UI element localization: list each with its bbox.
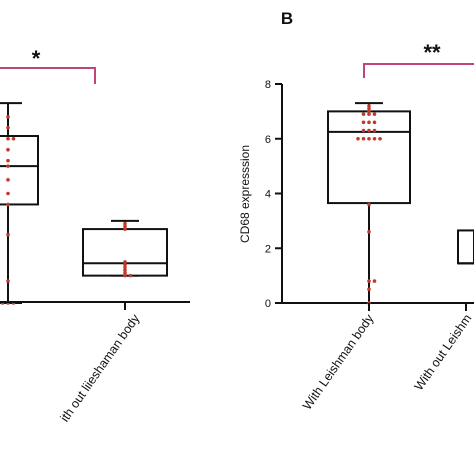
panel-a-category-label-2: ith out liieshaman body: [58, 311, 143, 424]
panel-a-box-1-point: [6, 202, 10, 207]
panel-a-significance: *: [32, 46, 41, 71]
panel-a-box-2-point: [123, 262, 127, 267]
panel-b-y-tick-label: 0: [265, 298, 271, 310]
panel-a-box-1-point: [11, 136, 16, 141]
panel-b-box-1-point: [367, 202, 371, 207]
panel-b-box-1-iqr: [327, 110, 411, 205]
panel-b-significance: **: [423, 40, 441, 65]
panel-a: * ith out liieshaman body: [0, 46, 190, 424]
panel-b-box-1-point: [367, 112, 371, 116]
panel-b-box-1-point: [367, 128, 371, 133]
panel-b-box-1-point: [367, 109, 371, 114]
panel-b-y-tick-label: 4: [265, 189, 271, 201]
panel-a-box-1-point: [6, 164, 10, 168]
panel-b-box-1-point: [378, 136, 382, 141]
panel-a-box-2-point: [123, 260, 127, 264]
panel-b-box-1-point: [367, 279, 371, 283]
panel-b-y-tick-label: 6: [265, 134, 271, 146]
panel-b-box-1-point: [356, 136, 360, 141]
panel-b-box-1-point: [367, 120, 371, 125]
panel-b-box-1-point: [361, 128, 366, 133]
panel-b-label: B: [281, 9, 293, 28]
panel-b-box-1-point: [367, 136, 371, 141]
panel-a-box-1-point: [6, 136, 10, 141]
panel-a-box-2-point: [123, 265, 127, 270]
panel-b-box-1-point: [367, 106, 371, 111]
panel-a-box-1-point: [6, 178, 10, 182]
panel-a-plot: [0, 102, 168, 305]
panel-b-box-1-point: [372, 112, 377, 116]
panel-b-category-label-1: With Leishman body: [300, 311, 377, 412]
panel-a-box-2-point: [123, 271, 127, 275]
panel-b-plot: [327, 102, 474, 305]
panel-a-box-1-point: [6, 115, 10, 119]
panel-b-box-1-point: [372, 136, 377, 141]
panel-b-box-1-point: [367, 104, 371, 108]
panel-b-y-tick-label: 8: [265, 79, 271, 91]
panel-b-box-1-point: [372, 128, 377, 133]
panel-b-box-1-point: [361, 112, 366, 116]
panel-b-y-axis-title: CD68 expresssion: [238, 145, 252, 243]
panel-a-bracket: [0, 67, 96, 84]
panel-a-box-2-point: [128, 273, 133, 278]
panel-b-box-2-iqr: [457, 229, 474, 265]
panel-a-box-1-point: [6, 147, 10, 152]
panel-a-box-1-iqr: [0, 135, 39, 206]
panel-b: B ** CD68 expresssion 0 2 4 6 8 With Leishma…: [238, 9, 474, 413]
panel-a-box-1-point: [6, 191, 10, 196]
panel-a-box-2-point: [123, 227, 127, 231]
panel-a-box-2-point: [123, 221, 127, 226]
panel-b-box-1-point: [367, 230, 371, 234]
panel-b-box-1-point: [361, 136, 366, 141]
panel-a-box-2-point: [123, 268, 127, 272]
panel-b-category-label-2: With out Leishm: [412, 312, 474, 393]
panel-a-box-1-point: [6, 158, 10, 163]
panel-a-box-1-point: [6, 232, 10, 237]
panel-b-box-1-point: [361, 120, 366, 125]
panel-a-box-2-point: [123, 273, 127, 278]
panel-b-y-tick-label: 2: [265, 243, 271, 255]
panel-b-box-1-point: [372, 120, 377, 125]
panel-b-box-1-point: [367, 287, 371, 292]
panel-a-box-1-point: [6, 126, 10, 130]
panel-b-y-ticks: 0 2 4 6 8: [265, 79, 282, 310]
panel-b-box-1-point: [372, 279, 377, 283]
panel-a-box-2-point: [123, 224, 127, 229]
panel-b-bracket: [363, 63, 474, 78]
panel-a-box-1-point: [6, 279, 10, 283]
